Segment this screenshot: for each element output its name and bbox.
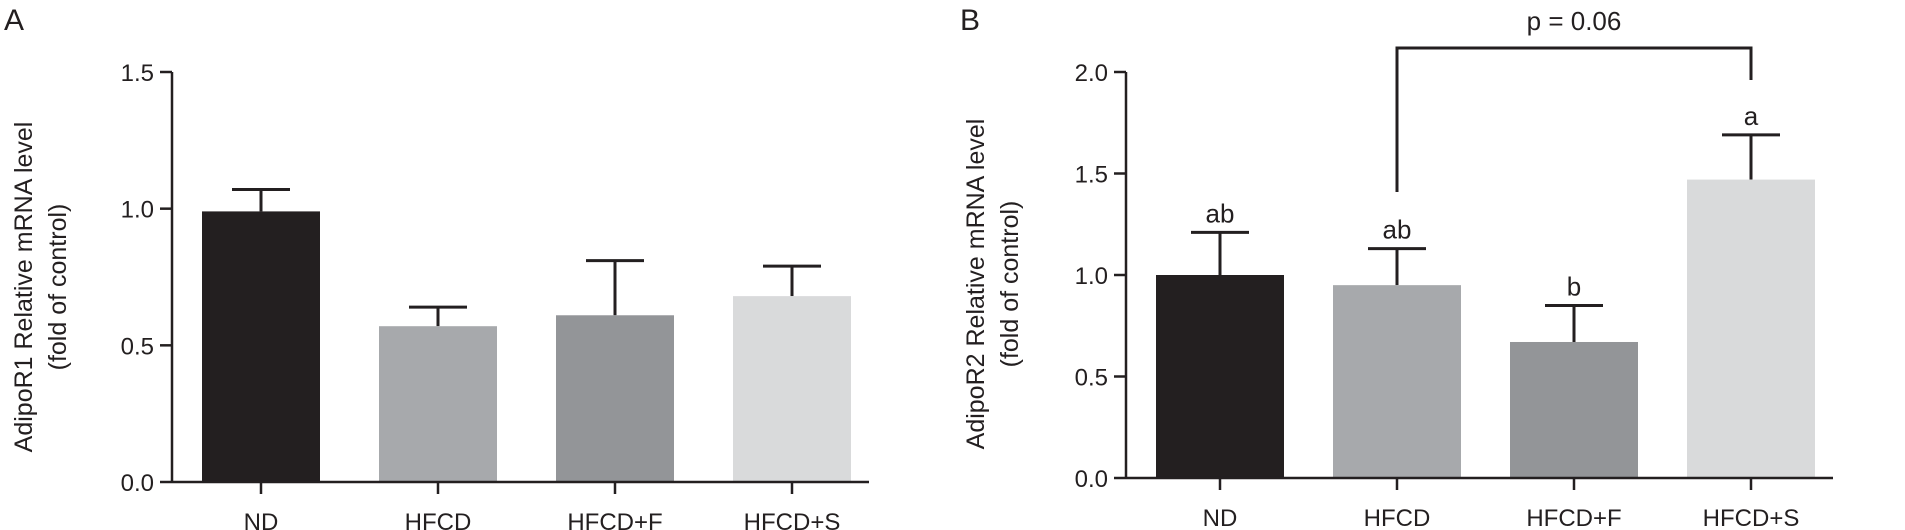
y-axis-subtitle: (fold of control) xyxy=(996,201,1024,368)
x-tick-label: HFCD xyxy=(405,509,472,530)
p-value-label: p = 0.06 xyxy=(1527,6,1622,36)
bar-hfcd xyxy=(1333,285,1461,478)
y-tick-label: 0.5 xyxy=(1075,365,1108,392)
y-axis-title: AdipoR2 Relative mRNA level xyxy=(962,119,990,450)
panel-label: A xyxy=(4,4,24,37)
panel-label: B xyxy=(960,4,980,37)
significance-bracket xyxy=(1395,46,1753,192)
x-tick-label: ND xyxy=(244,509,279,530)
y-tick-label: 1.0 xyxy=(1075,263,1108,290)
x-tick-label: HFCD+F xyxy=(1526,505,1621,530)
significance-letter: a xyxy=(1744,101,1759,131)
x-tick-label: ND xyxy=(1203,505,1238,530)
significance-letter: ab xyxy=(1206,198,1235,228)
x-tick-label: HFCD+S xyxy=(1703,505,1800,530)
bar-hfcd-plus-s xyxy=(733,296,851,482)
chart-panel-a: A AdipoR1 Relative mRNA level (fold of con… xyxy=(4,4,869,530)
bar-hfcd-plus-s xyxy=(1687,179,1815,478)
y-tick-label: 0.0 xyxy=(1075,466,1108,493)
y-tick-label: 0.0 xyxy=(121,470,154,497)
bar-hfcd-plus-f xyxy=(556,315,674,482)
x-tick-label: HFCD+F xyxy=(567,509,662,530)
y-tick-label: 1.5 xyxy=(121,60,154,87)
y-tick-label: 2.0 xyxy=(1075,60,1108,87)
significance-letter: b xyxy=(1567,271,1581,301)
x-tick-label: HFCD xyxy=(1364,505,1431,530)
x-tick-label: HFCD+S xyxy=(744,509,841,530)
y-axis-title: AdipoR1 Relative mRNA level xyxy=(10,122,38,453)
chart-panel-b: B AdipoR2 Relative mRNA level (fold of con… xyxy=(960,4,1833,530)
significance-letter: ab xyxy=(1383,215,1412,245)
bar-hfcd xyxy=(379,326,497,482)
y-tick-label: 1.5 xyxy=(1075,162,1108,189)
y-tick-label: 0.5 xyxy=(121,333,154,360)
bar-hfcd-plus-f xyxy=(1510,341,1638,478)
bar-nd xyxy=(202,211,320,482)
y-axis-subtitle: (fold of control) xyxy=(44,204,72,371)
bar-nd xyxy=(1156,275,1284,478)
y-tick-label: 1.0 xyxy=(121,197,154,224)
